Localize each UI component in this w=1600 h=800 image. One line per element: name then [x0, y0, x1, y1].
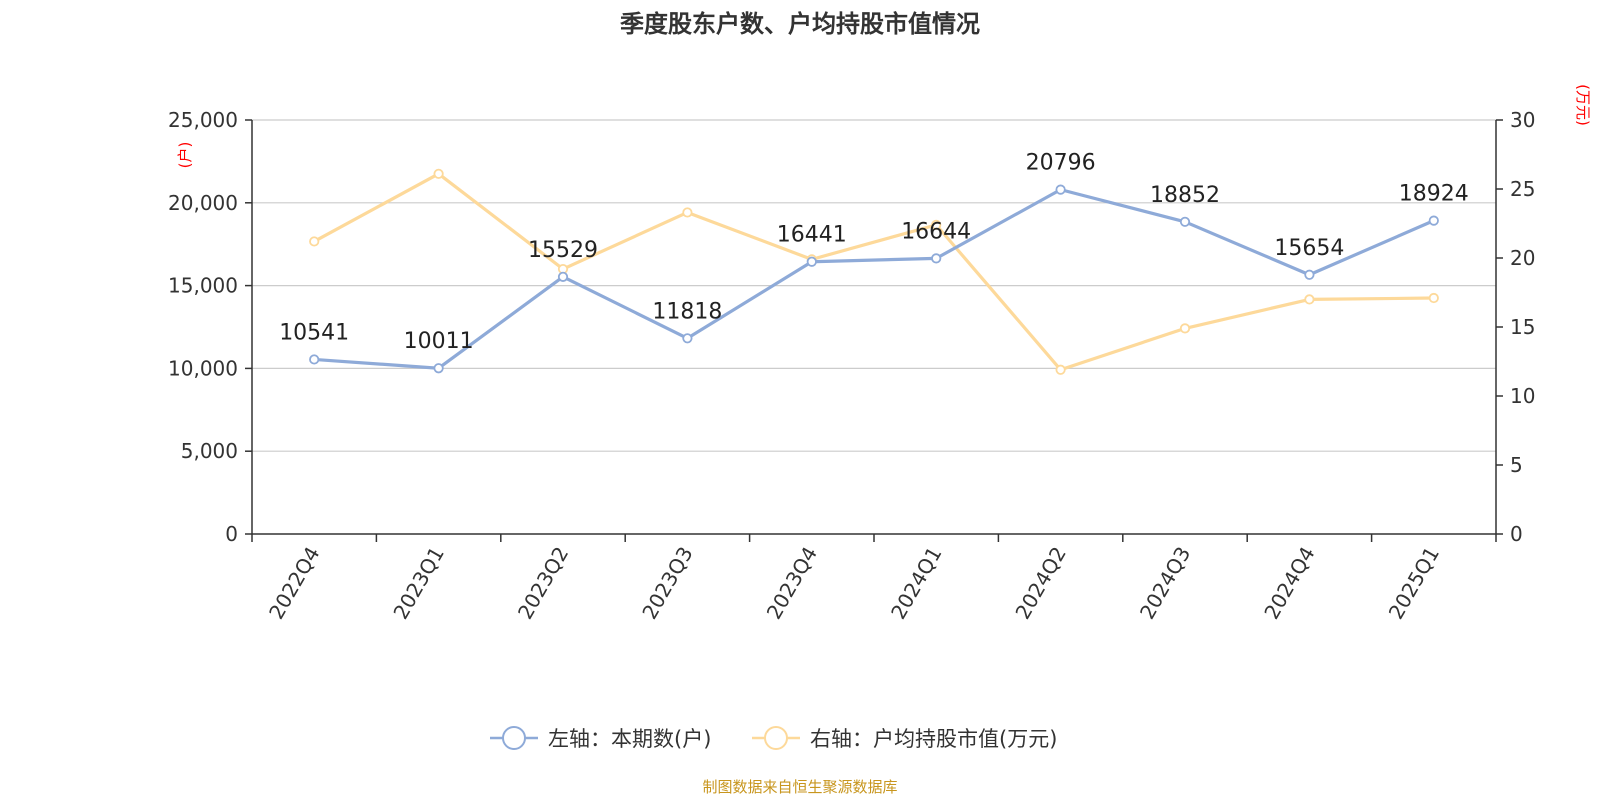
- data-point: [433, 168, 444, 179]
- left-axis-unit: (户): [176, 142, 194, 169]
- data-label: 10541: [279, 320, 349, 345]
- right-axis-unit: (万元): [1574, 84, 1592, 126]
- data-point: [682, 207, 693, 218]
- left-axis-tick-label: 0: [225, 522, 238, 546]
- data-point: [806, 256, 817, 267]
- legend-label: 右轴：户均持股市值(万元): [810, 727, 1057, 751]
- data-point: [1179, 323, 1191, 334]
- legend: 左轴：本期数(户) 右轴：户均持股市值(万元): [490, 726, 1057, 751]
- data-label: 16644: [901, 219, 971, 244]
- right-axis-tick-label: 5: [1510, 453, 1523, 477]
- data-point: [1055, 364, 1066, 375]
- right-axis-tick-label: 10: [1510, 384, 1535, 408]
- data-label: 11818: [652, 299, 722, 324]
- data-label: 18924: [1399, 182, 1469, 207]
- x-axis-tick-label: 2024Q1: [886, 543, 946, 624]
- legend-item-avg-value: 右轴：户均持股市值(万元): [752, 726, 1057, 751]
- x-axis-tick-label: 2023Q3: [637, 543, 697, 624]
- source-note: 制图数据来自恒生聚源数据库: [702, 778, 897, 796]
- right-axis-tick-label: 0: [1510, 522, 1523, 546]
- x-axis-tick-label: 2023Q4: [762, 543, 822, 624]
- x-axis-tick-label: 2022Q4: [264, 543, 324, 624]
- series-right-avg-value: [309, 168, 1439, 375]
- x-axis-tick-label: 2024Q2: [1010, 543, 1070, 624]
- data-label: 16441: [777, 223, 847, 248]
- data-label: 18852: [1150, 183, 1220, 208]
- series-line: [313, 172, 1434, 372]
- data-point: [433, 363, 444, 374]
- right-axis-tick-label: 20: [1510, 246, 1535, 270]
- legend-marker: [502, 726, 526, 750]
- data-labels: 10541 10011 15529 11818 16441 16644 20796 18852…: [279, 151, 1469, 355]
- data-label: 15529: [528, 238, 598, 263]
- data-point: [1428, 292, 1439, 304]
- left-axis-tick-label: 5,000: [181, 439, 238, 463]
- left-axis-tick-label: 15,000: [168, 274, 238, 298]
- left-axis-tick-label: 10,000: [168, 356, 238, 380]
- data-point: [682, 333, 693, 344]
- data-point: [557, 271, 569, 282]
- data-label: 15654: [1274, 236, 1344, 261]
- data-point: [1428, 215, 1439, 226]
- left-axis-tick-label: 25,000: [168, 108, 238, 132]
- x-axis-tick-label: 2025Q1: [1384, 543, 1444, 624]
- axes: 05,00010,00015,00020,00025,0000510152025…: [168, 108, 1535, 623]
- x-axis-tick-label: 2023Q1: [388, 543, 448, 624]
- legend-label: 左轴：本期数(户): [548, 727, 711, 751]
- chart-title: 季度股东户数、户均持股市值情况: [620, 10, 980, 38]
- data-point: [309, 236, 320, 247]
- data-point: [309, 354, 320, 365]
- data-point: [1179, 216, 1191, 227]
- data-point: [931, 253, 942, 264]
- x-axis-tick-label: 2023Q2: [513, 543, 573, 624]
- x-axis-tick-label: 2024Q4: [1259, 543, 1319, 624]
- data-point: [1304, 294, 1315, 305]
- data-label: 10011: [404, 329, 474, 354]
- data-label: 20796: [1026, 151, 1096, 176]
- grid-lines: [252, 119, 1496, 452]
- legend-marker: [764, 726, 788, 750]
- series-left-households: [309, 184, 1439, 374]
- right-axis-tick-label: 25: [1510, 177, 1535, 201]
- left-axis-tick-label: 20,000: [168, 191, 238, 215]
- right-axis-tick-label: 15: [1510, 315, 1535, 339]
- series-line: [314, 188, 1435, 370]
- data-point: [1304, 269, 1315, 280]
- right-axis-tick-label: 30: [1510, 108, 1535, 132]
- data-point: [1055, 184, 1066, 195]
- legend-item-households: 左轴：本期数(户): [490, 726, 711, 751]
- x-axis-tick-label: 2024Q3: [1135, 543, 1195, 624]
- series-layer: [309, 168, 1439, 375]
- data-point: [931, 219, 942, 230]
